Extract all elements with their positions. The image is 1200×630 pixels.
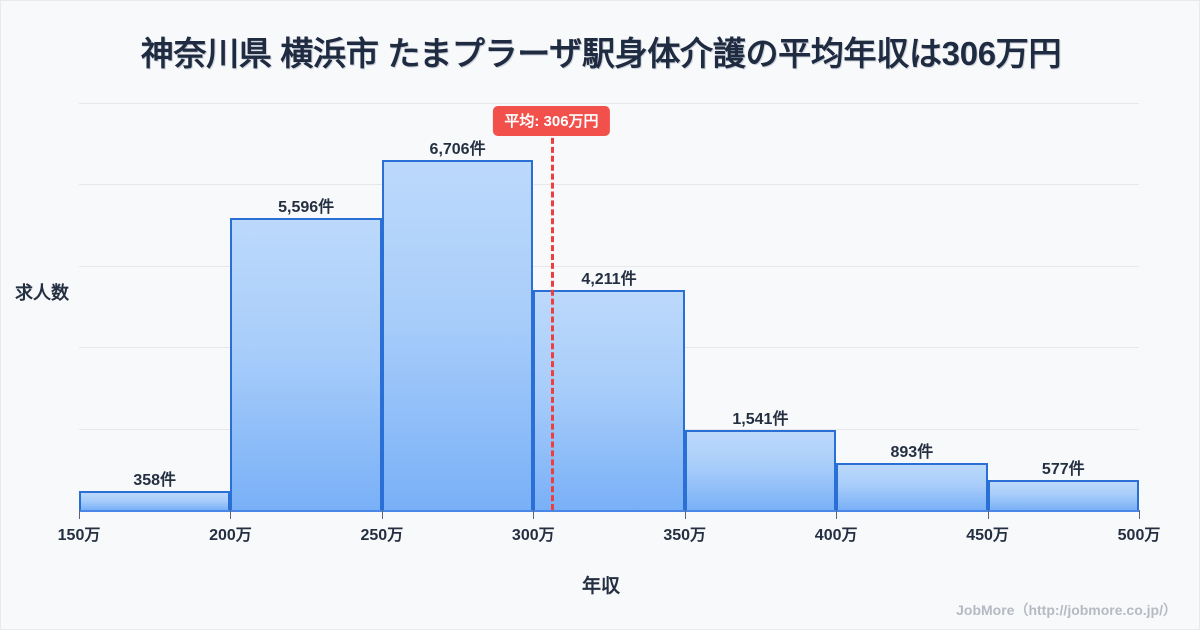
x-tick-label: 450万 bbox=[966, 527, 1009, 544]
x-tick-label: 200万 bbox=[209, 527, 252, 544]
histogram-bar bbox=[533, 290, 685, 510]
plot-area bbox=[79, 103, 1139, 510]
average-line bbox=[551, 129, 555, 510]
x-axis-line bbox=[79, 510, 1139, 512]
gridline bbox=[79, 103, 1139, 104]
x-tick-mark bbox=[1139, 510, 1140, 519]
x-tick-label: 300万 bbox=[511, 527, 555, 544]
bar-value-label: 577件 bbox=[1041, 460, 1085, 478]
histogram-bar bbox=[79, 491, 231, 510]
y-axis-title: 求人数 bbox=[15, 283, 69, 303]
histogram-bar bbox=[381, 160, 534, 510]
x-tick-label: 400万 bbox=[814, 527, 858, 544]
x-tick-label: 500万 bbox=[1117, 527, 1161, 544]
x-tick-mark bbox=[533, 510, 535, 519]
x-tick-label: 350万 bbox=[663, 527, 707, 544]
x-tick-label: 250万 bbox=[360, 527, 404, 544]
x-tick-mark bbox=[684, 510, 686, 519]
gridline bbox=[79, 184, 1139, 185]
histogram-bar bbox=[987, 479, 1139, 510]
histogram-bar bbox=[836, 463, 988, 510]
bar-value-label: 6,706件 bbox=[429, 141, 486, 159]
bar-value-label: 4,211件 bbox=[581, 271, 637, 289]
x-tick-mark bbox=[79, 510, 80, 519]
x-tick-mark bbox=[230, 510, 232, 519]
x-tick-label: 150万 bbox=[57, 527, 101, 544]
footer-credit: JobMore（http://jobmore.co.jp/） bbox=[956, 602, 1177, 618]
bar-value-label: 358件 bbox=[133, 472, 177, 490]
x-tick-mark bbox=[836, 510, 838, 519]
histogram-bar bbox=[230, 218, 382, 510]
page-title: 神奈川県 横浜市 たまプラーザ駅身体介護の平均年収は306万円 bbox=[140, 35, 1062, 72]
x-axis-title: 年収 bbox=[581, 576, 620, 597]
bar-value-label: 1,541件 bbox=[732, 410, 789, 428]
gridline bbox=[79, 266, 1139, 267]
average-badge: 平均: 306万円 bbox=[493, 106, 610, 136]
bar-value-label: 5,596件 bbox=[278, 199, 335, 216]
x-tick-mark bbox=[381, 510, 383, 519]
x-tick-mark bbox=[987, 510, 989, 519]
bar-value-label: 893件 bbox=[890, 444, 934, 462]
histogram-bar bbox=[684, 429, 837, 510]
